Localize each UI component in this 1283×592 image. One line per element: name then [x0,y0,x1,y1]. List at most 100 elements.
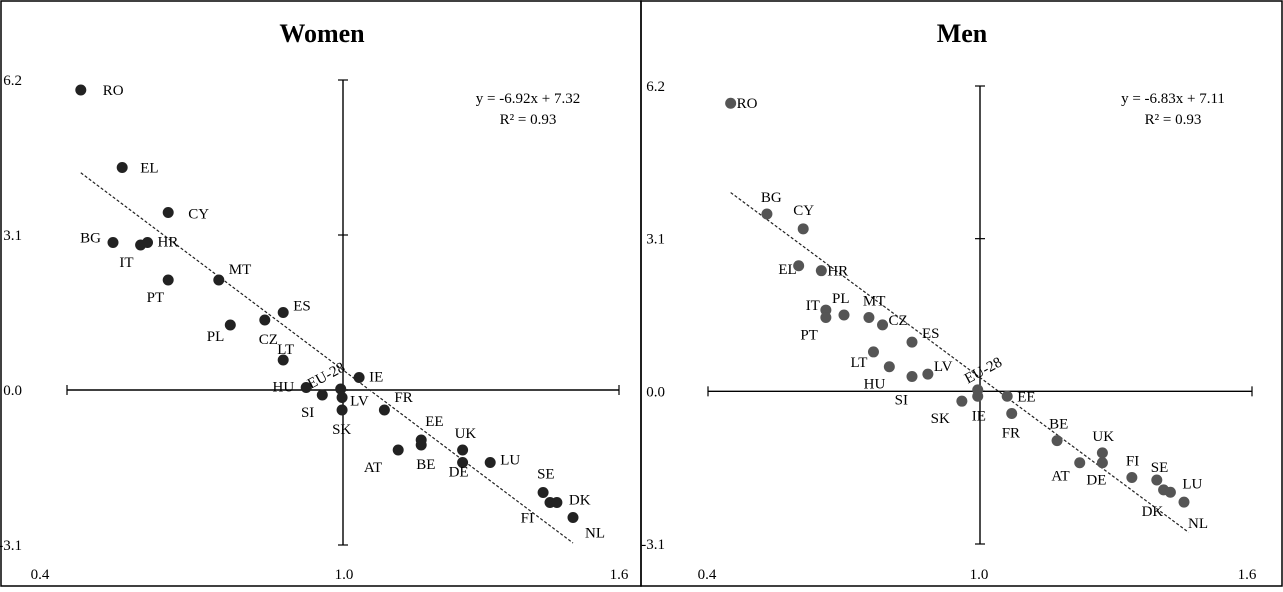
point-uk [1096,447,1108,459]
point-label-cz: CZ [889,313,908,329]
point-lt [277,354,289,366]
point-label-se: SE [1151,460,1169,476]
point-hu [883,361,895,373]
point-label-mt: MT [229,262,252,278]
point-cz [877,319,889,331]
point-label-fi: FI [521,511,534,527]
point-label-ro: RO [103,83,124,99]
point-cy [797,223,809,235]
point-se [1151,474,1163,486]
point-sk [956,395,968,407]
point-pl [224,319,236,331]
point-eu-28 [335,383,347,395]
point-label-at: AT [1051,469,1069,485]
point-label-fr: FR [1002,425,1020,441]
point-lu [1164,486,1176,498]
y-tick-label: -3.1 [641,537,665,553]
point-fr [378,404,390,416]
point-es [277,307,289,318]
point-be [1051,435,1063,447]
point-label-bg: BG [80,231,101,247]
point-ro [75,84,87,96]
point-label-ee: EE [425,414,443,430]
point-label-ie: IE [369,370,383,386]
point-hu [300,382,312,393]
point-label-at: AT [364,460,382,476]
point-label-pt: PT [147,290,165,306]
point-label-se: SE [537,467,555,483]
point-label-de: DE [1086,473,1106,489]
plot-women: 0.4 1.0 1.6 -3.1 0.0 3.1 6.2 RO EL CY BG IT HR PT MT ES… [0,73,629,583]
point-cz [259,314,271,326]
trendline [730,192,1189,533]
point-bg [761,208,773,220]
point-dk [551,497,563,508]
point-hr [815,265,827,277]
point-bg [107,237,119,248]
point-el [793,260,805,272]
point-label-lu: LU [500,453,520,469]
point-label-eu-28: EU-28 [962,354,1005,387]
point-el [116,162,128,173]
point-lv [922,368,934,380]
point-de [1096,457,1108,469]
point-nl [1178,496,1190,508]
point-pt [162,274,174,286]
point-label-cz: CZ [259,332,278,348]
panel-frame-men [640,0,1283,587]
r-squared-women: R² = 0.93 [500,112,557,128]
point-mt [863,311,875,323]
point-label-el: EL [778,262,796,278]
point-fr [1006,407,1018,419]
point-at [1074,457,1086,469]
point-label-hu: HU [273,380,295,396]
point-label-fr: FR [394,390,412,406]
point-label-lv: LV [934,359,953,375]
y-tick-label: 3.1 [646,232,665,248]
point-label-sk: SK [332,422,351,438]
point-lv [336,392,348,403]
point-ro [725,97,737,109]
point-label-it: IT [119,255,133,271]
point-label-si: SI [301,405,314,421]
point-ie [353,372,365,383]
point-label-ee: EE [1017,389,1035,405]
point-label-dk: DK [1142,504,1164,520]
x-tick-label: 1.6 [1238,567,1257,583]
trendline [80,172,574,544]
point-cy [162,207,174,218]
plot-men: 0.4 1.0 1.6 -3.1 0.0 3.1 6.2 RO BG CY EL HR IT PT PL MT… [641,79,1257,583]
point-ee [1001,390,1013,402]
point-de [457,457,469,468]
point-label-sk: SK [931,411,950,427]
point-se [537,487,549,498]
point-nl [567,512,579,523]
y-tick-label: 0.0 [3,383,22,399]
equation-men: y = -6.83x + 7.11 [1121,91,1225,107]
point-label-pl: PL [832,291,850,307]
point-label-uk: UK [1092,429,1114,445]
y-tick-label: 6.2 [3,73,22,89]
point-pt [820,311,832,323]
point-hr [142,237,153,248]
r-squared-men: R² = 0.93 [1145,112,1202,128]
point-label-cy: CY [188,207,209,223]
point-sk [336,404,348,416]
y-tick-label: -3.1 [0,538,22,554]
x-tick-label: 1.0 [335,567,354,583]
point-label-nl: NL [1188,516,1208,532]
point-label-el: EL [140,161,158,177]
point-si [316,389,328,401]
point-label-hu: HU [864,377,886,393]
point-label-ie: IE [972,408,986,424]
point-label-lv: LV [350,394,369,410]
x-tick-label: 1.6 [610,567,629,583]
point-label-lt: LT [277,342,294,358]
x-tick-label: 1.0 [970,567,989,583]
x-tick-label: 0.4 [698,567,717,583]
point-label-be: BE [1049,417,1068,433]
point-mt [213,274,225,286]
point-label-dk: DK [569,493,591,509]
point-label-lu: LU [1182,476,1202,492]
